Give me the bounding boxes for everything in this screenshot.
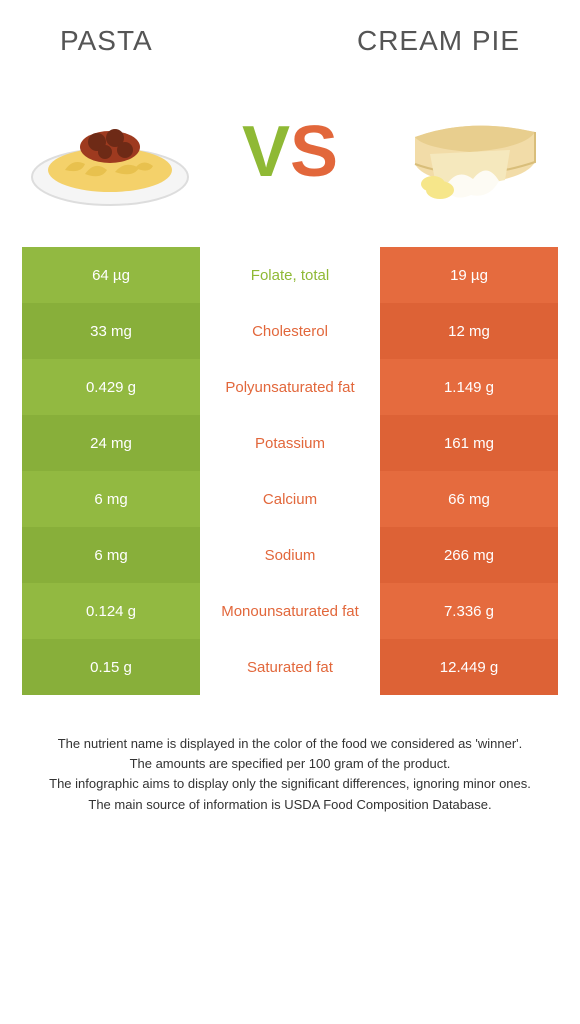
title-right: Cream Pie bbox=[357, 25, 520, 57]
titles-row: Pasta Cream Pie bbox=[0, 0, 580, 67]
value-right: 66 mg bbox=[380, 471, 558, 527]
title-left: Pasta bbox=[60, 25, 153, 57]
table-row: 6 mgCalcium66 mg bbox=[22, 471, 558, 527]
value-right: 1.149 g bbox=[380, 359, 558, 415]
table-row: 64 µgFolate, total19 µg bbox=[22, 247, 558, 303]
footer-line: The nutrient name is displayed in the co… bbox=[22, 735, 558, 753]
value-left: 6 mg bbox=[22, 471, 200, 527]
value-right: 12 mg bbox=[380, 303, 558, 359]
value-right: 266 mg bbox=[380, 527, 558, 583]
value-right: 19 µg bbox=[380, 247, 558, 303]
vs-label: VS bbox=[242, 111, 338, 193]
table-row: 0.429 gPolyunsaturated fat1.149 g bbox=[22, 359, 558, 415]
value-left: 6 mg bbox=[22, 527, 200, 583]
table-row: 33 mgCholesterol12 mg bbox=[22, 303, 558, 359]
value-right: 161 mg bbox=[380, 415, 558, 471]
table-row: 24 mgPotassium161 mg bbox=[22, 415, 558, 471]
nutrient-name: Monounsaturated fat bbox=[200, 583, 380, 639]
footer-line: The amounts are specified per 100 gram o… bbox=[22, 755, 558, 773]
table-row: 6 mgSodium266 mg bbox=[22, 527, 558, 583]
nutrient-name: Folate, total bbox=[200, 247, 380, 303]
nutrient-name: Polyunsaturated fat bbox=[200, 359, 380, 415]
value-left: 64 µg bbox=[22, 247, 200, 303]
footer-line: The main source of information is USDA F… bbox=[22, 796, 558, 814]
hero-row: VS bbox=[0, 67, 580, 247]
nutrient-name: Cholesterol bbox=[200, 303, 380, 359]
nutrient-name: Saturated fat bbox=[200, 639, 380, 695]
footer-line: The infographic aims to display only the… bbox=[22, 775, 558, 793]
nutrient-name: Calcium bbox=[200, 471, 380, 527]
value-left: 24 mg bbox=[22, 415, 200, 471]
value-right: 12.449 g bbox=[380, 639, 558, 695]
value-left: 0.429 g bbox=[22, 359, 200, 415]
value-right: 7.336 g bbox=[380, 583, 558, 639]
value-left: 0.15 g bbox=[22, 639, 200, 695]
nutrient-name: Potassium bbox=[200, 415, 380, 471]
vs-s: S bbox=[290, 112, 338, 192]
pasta-image bbox=[25, 92, 195, 212]
value-left: 33 mg bbox=[22, 303, 200, 359]
cream-pie-image bbox=[385, 92, 555, 212]
nutrient-name: Sodium bbox=[200, 527, 380, 583]
footer-notes: The nutrient name is displayed in the co… bbox=[22, 735, 558, 814]
value-left: 0.124 g bbox=[22, 583, 200, 639]
table-row: 0.124 gMonounsaturated fat7.336 g bbox=[22, 583, 558, 639]
nutrient-table: 64 µgFolate, total19 µg33 mgCholesterol1… bbox=[22, 247, 558, 695]
table-row: 0.15 gSaturated fat12.449 g bbox=[22, 639, 558, 695]
vs-v: V bbox=[242, 112, 290, 192]
